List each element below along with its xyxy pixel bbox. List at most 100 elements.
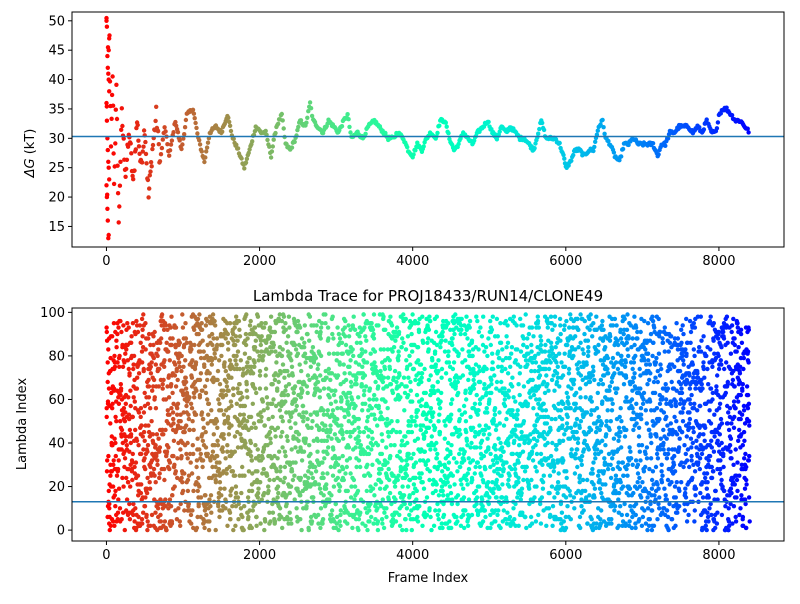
bottom-data-point [348, 456, 352, 460]
bottom-data-point [350, 397, 354, 401]
bottom-data-point [539, 343, 543, 347]
bottom-data-point [435, 482, 439, 486]
bottom-data-point [443, 423, 447, 427]
bottom-data-point [580, 347, 584, 351]
bottom-data-point [367, 508, 371, 512]
bottom-data-point [332, 393, 336, 397]
top-y-axis-unit: (kT) [23, 129, 38, 155]
bottom-data-point [576, 345, 580, 349]
bottom-data-point [359, 443, 363, 447]
bottom-data-point [267, 478, 271, 482]
bottom-data-point [199, 371, 203, 375]
bottom-data-point [225, 524, 229, 528]
bottom-data-point [420, 376, 424, 380]
bottom-data-point [191, 489, 195, 493]
bottom-data-point [316, 439, 320, 443]
bottom-data-point [537, 397, 541, 401]
bottom-data-point [412, 482, 416, 486]
bottom-data-point [389, 382, 393, 386]
bottom-data-point [395, 419, 399, 423]
bottom-data-point [174, 469, 178, 473]
bottom-data-point [248, 323, 252, 327]
bottom-data-point [211, 312, 215, 316]
bottom-data-point [476, 460, 480, 464]
bottom-data-point [379, 480, 383, 484]
bottom-data-point [636, 480, 640, 484]
bottom-data-point [346, 323, 350, 327]
bottom-data-point [131, 367, 135, 371]
bottom-data-point [172, 439, 176, 443]
bottom-data-point [348, 471, 352, 475]
bottom-data-point [609, 521, 613, 525]
bottom-data-point [289, 426, 293, 430]
bottom-data-point [638, 458, 642, 462]
bottom-data-point [586, 354, 590, 358]
bottom-data-point [228, 493, 232, 497]
bottom-data-point [587, 447, 591, 451]
bottom-data-point [202, 426, 206, 430]
bottom-data-point [141, 434, 145, 438]
bottom-data-point [547, 491, 551, 495]
top-data-point [309, 106, 313, 110]
bottom-data-point [110, 406, 114, 410]
bottom-data-point [352, 315, 356, 319]
bottom-data-point [253, 386, 257, 390]
bottom-data-point [569, 386, 573, 390]
bottom-data-point [645, 456, 649, 460]
bottom-data-point [161, 432, 165, 436]
bottom-data-point [107, 506, 111, 510]
bottom-data-point [434, 362, 438, 366]
top-data-point [197, 138, 201, 142]
top-data-point [106, 66, 110, 70]
bottom-data-point [369, 447, 373, 451]
bottom-data-point [235, 402, 239, 406]
bottom-data-point [415, 515, 419, 519]
bottom-data-point [278, 408, 282, 412]
bottom-data-point [330, 332, 334, 336]
bottom-data-point [520, 487, 524, 491]
bottom-data-point [404, 528, 408, 532]
top-data-point [345, 112, 349, 116]
bottom-data-point [256, 315, 260, 319]
bottom-data-point [179, 419, 183, 423]
bottom-data-point [606, 371, 610, 375]
bottom-data-point [327, 352, 331, 356]
bottom-data-point [410, 399, 414, 403]
bottom-data-point [572, 495, 576, 499]
bottom-data-point [478, 402, 482, 406]
bottom-data-point [522, 384, 526, 388]
top-data-point [561, 153, 565, 157]
bottom-data-point [363, 402, 367, 406]
top-data-point [340, 124, 344, 128]
bottom-data-point [378, 471, 382, 475]
bottom-data-point [427, 347, 431, 351]
bottom-data-point [372, 336, 376, 340]
bottom-data-point [638, 367, 642, 371]
bottom-data-point [217, 460, 221, 464]
top-data-point [140, 160, 144, 164]
bottom-data-point [567, 367, 571, 371]
bottom-data-point [239, 358, 243, 362]
bottom-data-point [441, 330, 445, 334]
top-data-point [293, 140, 297, 144]
bottom-data-point [420, 371, 424, 375]
bottom-data-point [582, 447, 586, 451]
top-data-point [411, 152, 415, 156]
bottom-data-point [356, 395, 360, 399]
bottom-data-point [506, 341, 510, 345]
bottom-data-point [174, 384, 178, 388]
bottom-data-point [153, 395, 157, 399]
bottom-data-point [514, 358, 518, 362]
bottom-data-point [541, 487, 545, 491]
bottom-data-point [642, 358, 646, 362]
bottom-data-point [145, 491, 149, 495]
bottom-data-point [289, 517, 293, 521]
top-data-point [269, 155, 273, 159]
top-data-point [117, 204, 121, 208]
bottom-data-point [387, 478, 391, 482]
bottom-data-point [124, 402, 128, 406]
bottom-data-point [128, 389, 132, 393]
bottom-data-point [478, 465, 482, 469]
bottom-data-point [153, 330, 157, 334]
bottom-data-point [163, 428, 167, 432]
